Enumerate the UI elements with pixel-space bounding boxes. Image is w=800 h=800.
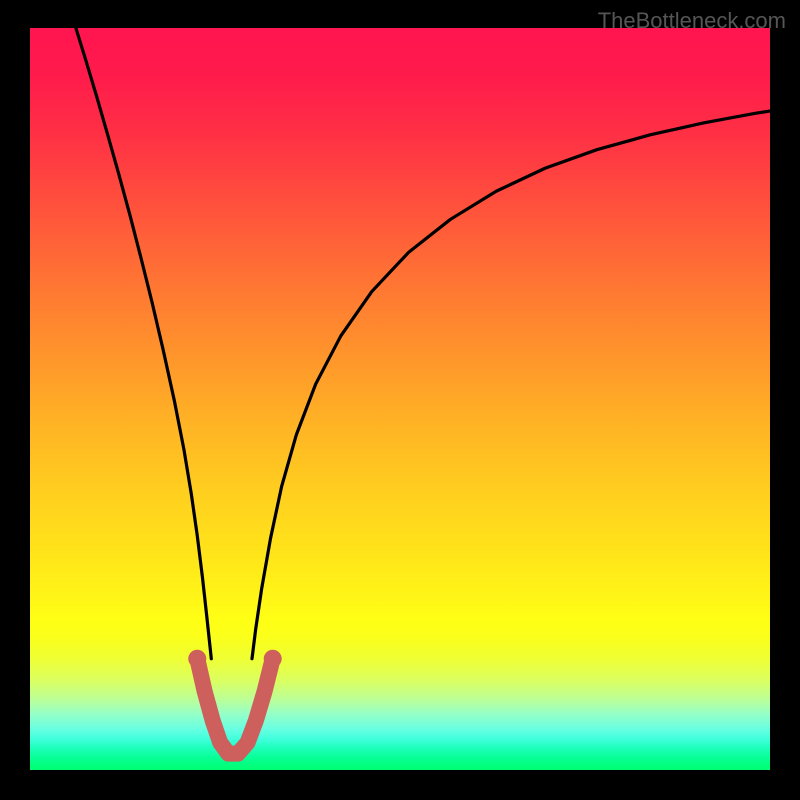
marker-end-dot (188, 650, 206, 668)
bottleneck-curve-chart (0, 0, 800, 800)
chart-plot-background (30, 28, 770, 770)
chart-container: TheBottleneck.com (0, 0, 800, 800)
watermark-text: TheBottleneck.com (598, 8, 786, 34)
marker-end-dot (264, 650, 282, 668)
